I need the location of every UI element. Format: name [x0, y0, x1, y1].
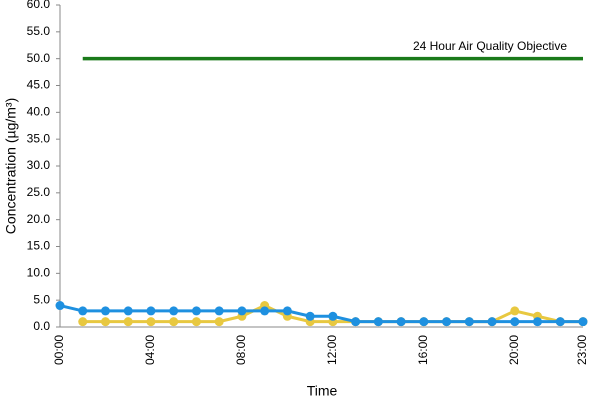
data-point	[373, 317, 383, 327]
y-axis-title: Concentration (µg/m³)	[3, 98, 19, 234]
data-point	[146, 306, 156, 316]
x-tick-label: 20:00	[507, 335, 521, 365]
x-tick-label: 23:00	[575, 335, 589, 365]
data-point	[578, 317, 588, 327]
data-point	[78, 317, 88, 327]
x-tick-label: 12:00	[325, 335, 339, 365]
data-point	[396, 317, 406, 327]
y-tick-label: 60.0	[27, 0, 51, 11]
data-point	[487, 317, 497, 327]
data-point	[55, 301, 65, 311]
y-tick-label: 55.0	[27, 24, 51, 38]
data-point	[328, 311, 338, 321]
y-tick-label: 30.0	[27, 158, 51, 172]
y-tick-label: 40.0	[27, 105, 51, 119]
data-point	[260, 306, 270, 316]
data-point	[191, 306, 201, 316]
series-line	[59, 304, 583, 324]
x-axis-title: Time	[307, 383, 338, 399]
data-point	[214, 306, 224, 316]
data-point	[100, 306, 110, 316]
data-point	[419, 317, 429, 327]
data-point	[100, 317, 110, 327]
data-point	[442, 317, 452, 327]
x-tick-label: 04:00	[143, 335, 157, 365]
data-point	[237, 306, 247, 316]
data-point	[533, 317, 543, 327]
x-tick-label: 16:00	[416, 335, 430, 365]
y-tick-label: 10.0	[27, 266, 51, 280]
y-tick-label: 15.0	[27, 239, 51, 253]
y-tick-label: 50.0	[27, 51, 51, 65]
data-point	[305, 311, 315, 321]
y-tick-label: 5.0	[33, 292, 50, 306]
data-point	[169, 306, 179, 316]
y-tick-label: 0.0	[33, 319, 50, 333]
data-point	[351, 317, 361, 327]
x-tick-label: 08:00	[234, 335, 248, 365]
y-tick-label: 35.0	[27, 131, 51, 145]
data-point	[555, 317, 565, 327]
data-point	[214, 317, 224, 327]
data-point	[510, 306, 520, 316]
y-tick-label: 25.0	[27, 185, 51, 199]
data-point	[123, 306, 133, 316]
data-point	[510, 317, 520, 327]
x-tick-label: 00:00	[52, 335, 66, 365]
data-point	[464, 317, 474, 327]
y-tick-label: 20.0	[27, 212, 51, 226]
data-point	[169, 317, 179, 327]
data-point	[123, 317, 133, 327]
data-point	[282, 306, 292, 316]
data-point	[191, 317, 201, 327]
data-point	[78, 306, 88, 316]
data-point	[146, 317, 156, 327]
annotation: 24 Hour Air Quality Objective	[413, 39, 567, 53]
y-tick-label: 45.0	[27, 78, 51, 92]
